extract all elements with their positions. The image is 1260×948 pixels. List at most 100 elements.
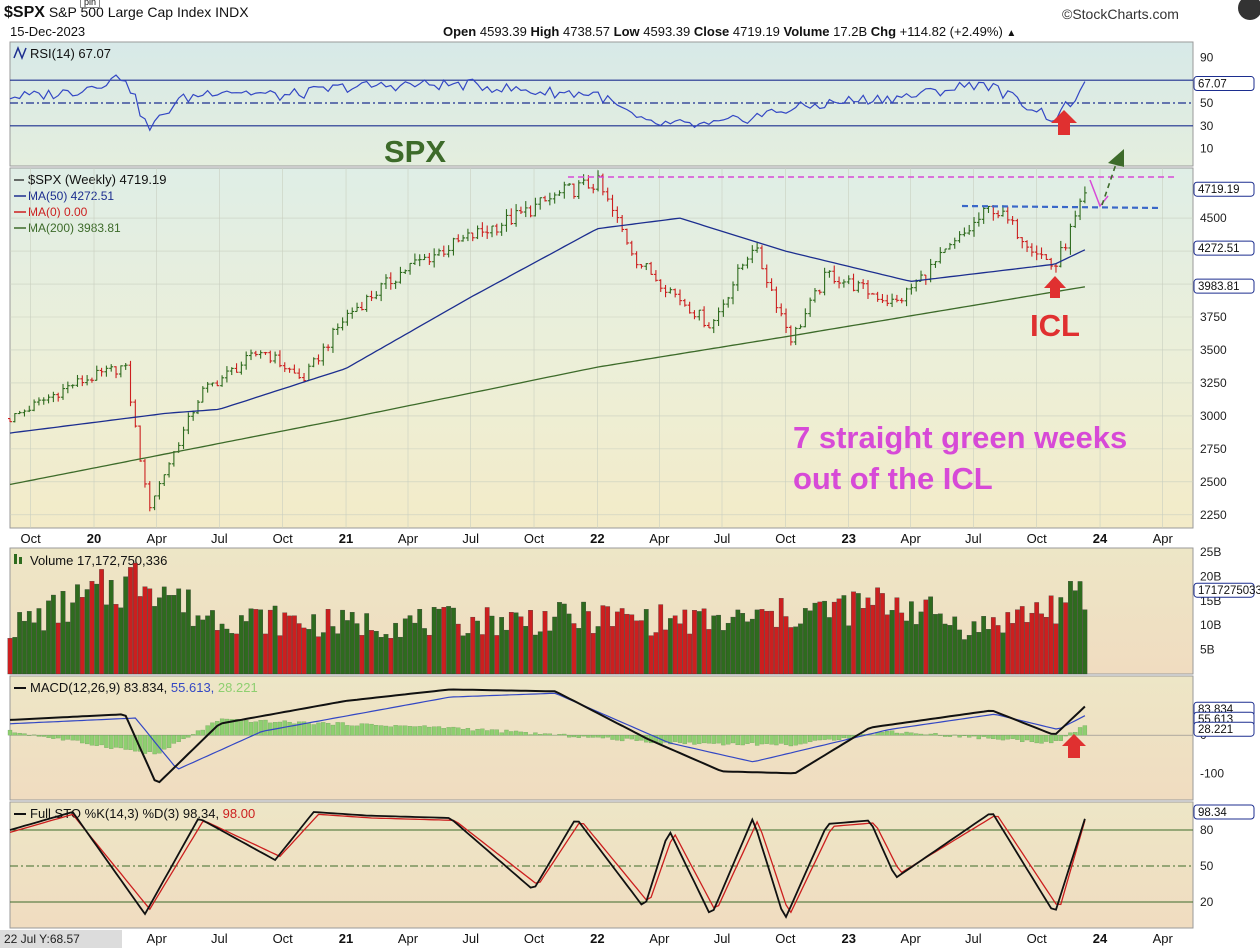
volume-bar [802, 608, 808, 675]
macd-histogram-bar [1005, 735, 1010, 740]
volume-bar [484, 607, 490, 675]
macd-histogram-bar [759, 735, 765, 745]
price-tick-label: 3250 [1200, 376, 1227, 390]
volume-bar [889, 610, 895, 675]
macd-histogram-bar [239, 720, 244, 736]
sto-value-tag-text: 98.34 [1198, 807, 1227, 819]
macd-histogram-bar [504, 729, 509, 736]
volume-bar [378, 636, 384, 675]
macd-histogram-bar [1039, 735, 1044, 744]
macd-line [9, 688, 1086, 784]
volume-bar [624, 613, 630, 675]
ma200-legend-label: MA(200) 3983.81 [28, 221, 121, 235]
volume-bar [441, 607, 447, 675]
volume-bar [812, 602, 818, 675]
macd-histogram-bar [166, 735, 172, 748]
ma0-legend-label: MA(0) 0.00 [28, 205, 88, 219]
volume-bar [253, 609, 259, 675]
volume-bar [962, 639, 967, 675]
macd-histogram-bar [80, 735, 85, 744]
bottom-x-tick-label: Apr [649, 931, 670, 946]
macd-histogram-bar [793, 735, 798, 746]
volume-bar [494, 635, 500, 675]
volume-bar [128, 567, 133, 675]
macd-histogram-bar [547, 733, 553, 736]
macd-histogram-bar [432, 726, 437, 736]
volume-bar [200, 619, 206, 675]
macd-histogram-bar [668, 735, 673, 745]
volume-bar [176, 588, 182, 675]
macd-histogram-bar [706, 735, 712, 744]
stochastic-layer: 80 50 20 98.34 [9, 804, 1255, 919]
macd-histogram-bar [600, 735, 606, 739]
volume-bar [827, 617, 832, 675]
volume-bar [1015, 609, 1020, 675]
macd-histogram-bar [846, 735, 851, 739]
macd-histogram-bar [171, 735, 177, 744]
macd-histogram-bar [557, 734, 562, 736]
rsi-panel-label: RSI(14) 67.07 [30, 46, 111, 61]
macd-histogram-bar [475, 728, 480, 736]
macd-histogram-bar [36, 735, 42, 737]
macd-histogram-bar [388, 726, 393, 736]
spx-annotation: SPX [384, 134, 446, 169]
macd-histogram-bar [566, 735, 572, 738]
volume-bar [870, 604, 876, 675]
volume-bar [735, 609, 741, 675]
green-weeks-annotation-line2: out of the ICL [793, 461, 993, 496]
macd-histogram-bar [128, 735, 133, 750]
bottom-x-tick-label: 22 [590, 931, 604, 946]
volume-bar [1043, 616, 1049, 675]
volume-bar [243, 621, 249, 675]
volume-bar [427, 634, 432, 675]
macd-histogram-bar [229, 719, 234, 736]
volume-bar [161, 586, 167, 675]
volume-layer: 25B20B15B10B5B17172750336 [7, 545, 1260, 675]
volume-bar [1077, 581, 1083, 675]
macd-histogram-bar [109, 735, 114, 749]
volume-bar [774, 626, 779, 675]
macd-histogram-bar [301, 721, 307, 736]
macd-histogram-bar [682, 735, 687, 745]
volume-value-tag-box [1193, 582, 1255, 598]
volume-bar [942, 623, 948, 675]
volume-bar [1034, 602, 1040, 675]
volume-bar [566, 613, 572, 675]
bottom-x-tick-label: 24 [1093, 931, 1108, 946]
macd-histogram-bar [783, 735, 789, 745]
volume-bar [108, 580, 114, 675]
macd-histogram-bar [176, 735, 181, 742]
volume-bar [480, 634, 485, 675]
macd-histogram-bar [595, 735, 601, 738]
volume-bar [1048, 595, 1054, 675]
volume-bar [663, 629, 668, 675]
macd-histogram-bar [335, 722, 340, 736]
volume-bar [561, 603, 567, 675]
macd-histogram-bar [692, 735, 697, 745]
bottom-x-tick-label: Apr [901, 931, 922, 946]
macd-histogram-bar [94, 735, 99, 746]
pin-tag[interactable]: pin [80, 0, 101, 8]
macd-histogram-bar [152, 735, 157, 755]
volume-bar [166, 595, 172, 675]
watermark[interactable]: ©StockCharts.com [1062, 6, 1179, 22]
macd-histogram-bar [340, 722, 345, 736]
macd-histogram-bar [407, 726, 413, 736]
ma50-legend-label: MA(50) 4272.51 [28, 189, 114, 203]
macd-histogram-bar [1082, 725, 1088, 736]
volume-bar [123, 576, 129, 675]
settings-icon[interactable] [1238, 0, 1260, 20]
volume-bar [55, 622, 61, 675]
volume-bar [393, 622, 398, 675]
volume-bar [7, 638, 13, 675]
macd-signal-line [9, 692, 1086, 770]
macd-histogram-bar [605, 735, 610, 738]
volume-bar [1053, 623, 1059, 675]
bottom-x-tick-label: Apr [1153, 931, 1174, 946]
macd-histogram-bar [7, 729, 13, 736]
volume-bar [99, 569, 104, 675]
volume-bar [677, 623, 683, 675]
volume-bar [330, 626, 336, 675]
macd-histogram-bar [663, 735, 668, 743]
